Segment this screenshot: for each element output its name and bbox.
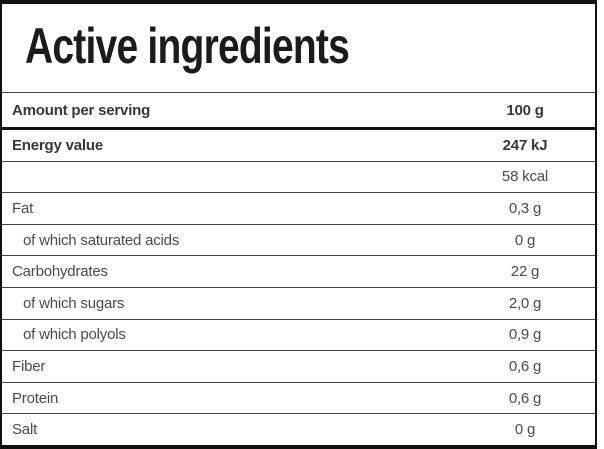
row-value: 0,3 g xyxy=(508,199,542,217)
table-title-box: Active ingredients xyxy=(2,4,595,93)
row-label: of which polyols xyxy=(23,326,126,344)
row-value: 58 kcal xyxy=(501,168,549,186)
table-rows: Energy value 247 kJ 58 kcal Fat 0,3 g of whic… xyxy=(2,127,595,445)
table-row: Salt 0 g xyxy=(2,413,595,445)
row-label: Carbohydrates xyxy=(12,263,108,281)
row-value: 0 g xyxy=(514,421,536,439)
table-row: Fiber 0,6 g xyxy=(2,350,595,382)
row-label: Fat xyxy=(12,199,34,217)
row-label: Fiber xyxy=(12,357,46,375)
header-label: Amount per serving xyxy=(12,101,151,119)
row-value: 0 g xyxy=(514,231,536,249)
row-value: 0,6 g xyxy=(508,357,542,375)
table-row: Fat 0,3 g xyxy=(2,192,595,224)
table-row: Carbohydrates 22 g xyxy=(2,255,595,287)
row-label: of which saturated acids xyxy=(23,231,180,249)
table-row: of which sugars 2,0 g xyxy=(2,286,595,319)
table-header-row: Amount per serving 100 g xyxy=(2,93,595,127)
row-value: 0,6 g xyxy=(508,389,542,407)
table-row: 58 kcal xyxy=(2,160,595,193)
header-value: 100 g xyxy=(506,101,544,119)
row-label: Salt xyxy=(12,421,38,439)
table-row: of which polyols 0,9 g xyxy=(2,318,595,351)
row-value: 2,0 g xyxy=(508,294,542,312)
table-row: of which saturated acids 0 g xyxy=(2,223,595,256)
row-label: of which sugars xyxy=(23,294,125,312)
row-value: 0,9 g xyxy=(508,326,542,344)
table-row: Energy value 247 kJ xyxy=(2,130,595,161)
table-row: Protein 0,6 g xyxy=(2,381,595,414)
row-label: Protein xyxy=(12,389,59,407)
row-value: 22 g xyxy=(510,263,540,281)
row-value: 247 kJ xyxy=(502,136,548,154)
table-title: Active ingredients xyxy=(25,18,350,74)
row-label: Energy value xyxy=(12,136,103,154)
